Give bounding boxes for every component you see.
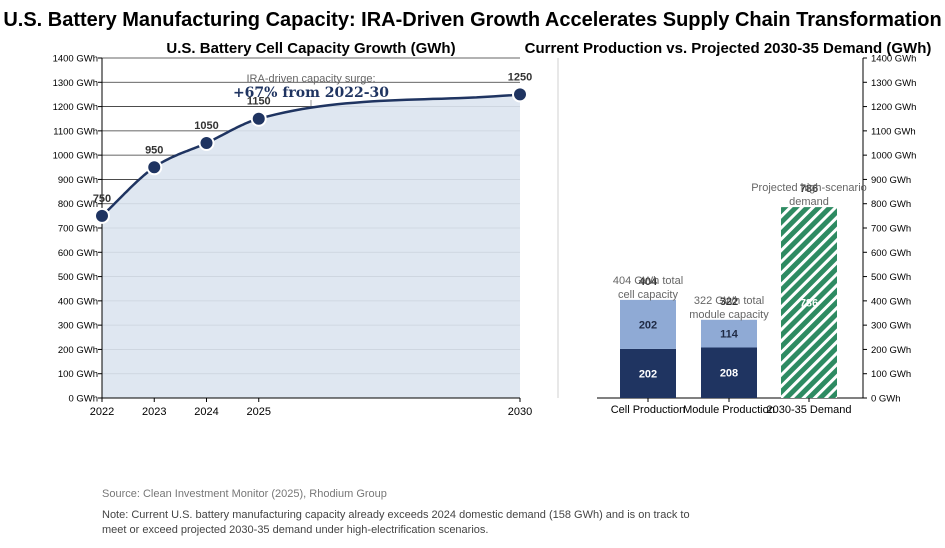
capacity-x-tick-label: 2025 xyxy=(247,406,271,418)
capacity-y-tick-label: 1400 GWh xyxy=(53,54,98,65)
production-annotation: module capacity xyxy=(689,309,769,321)
production-y-tick-label: 400 GWh xyxy=(871,296,911,307)
capacity-chart-title: U.S. Battery Cell Capacity Growth (GWh) xyxy=(166,40,455,57)
capacity-point xyxy=(94,207,110,224)
capacity-x-tick-label: 2022 xyxy=(90,406,114,418)
capacity-x-ticks: 2022 2023 2024 2025 2030 xyxy=(90,398,532,418)
capacity-y-tick-label: 700 GWh xyxy=(58,224,98,235)
production-y-tick-label: 300 GWh xyxy=(871,321,911,332)
capacity-y-tick-label: 500 GWh xyxy=(58,272,98,283)
capacity-value-label: 1050 xyxy=(194,120,218,132)
capacity-growth-chart: U.S. Battery Cell Capacity Growth (GWh) … xyxy=(53,40,533,418)
footnote: Note: Current U.S. battery manufacturing… xyxy=(102,509,690,536)
production-annotation: 322 GWh total xyxy=(694,295,764,307)
capacity-point xyxy=(250,110,267,127)
capacity-y-tick-label: 800 GWh xyxy=(58,199,98,210)
production-bar-segment xyxy=(620,299,676,349)
production-annotation: 404 GWh total xyxy=(613,275,683,287)
production-bar-segment xyxy=(781,207,837,398)
production-y-tick-label: 200 GWh xyxy=(871,345,911,356)
production-annotation: demand xyxy=(789,196,829,208)
production-x-tick-label: Cell Production xyxy=(611,404,686,416)
production-y-tick-label: 100 GWh xyxy=(871,369,911,380)
capacity-area xyxy=(102,94,520,399)
capacity-x-tick-label: 2023 xyxy=(142,406,166,418)
capacity-value-label: 950 xyxy=(145,144,163,156)
production-y-ticks: 0 GWh 100 GWh 200 GWh 300 GWh 400 GWh 500 GWh… xyxy=(863,54,916,405)
capacity-points: 750 950 1050 1150 1250 xyxy=(93,71,532,224)
capacity-y-tick-label: 100 GWh xyxy=(58,369,98,380)
production-segment-label: 202 xyxy=(639,368,657,380)
production-bar-segment xyxy=(701,319,757,348)
production-bars xyxy=(620,207,837,398)
capacity-point xyxy=(198,135,215,151)
production-y-tick-label: 1000 GWh xyxy=(871,151,916,162)
capacity-x-tick-label: 2024 xyxy=(194,406,218,418)
production-x-tick-label: 2030-35 Demand xyxy=(766,404,851,416)
capacity-y-tick-label: 0 GWh xyxy=(68,394,98,405)
capacity-point xyxy=(146,159,163,176)
capacity-y-tick-label: 1000 GWh xyxy=(53,151,98,162)
production-y-tick-label: 900 GWh xyxy=(871,175,911,186)
production-total-label: 786 xyxy=(800,183,818,195)
production-y-tick-label: 500 GWh xyxy=(871,272,911,283)
production-y-tick-label: 0 GWh xyxy=(871,394,901,405)
capacity-y-tick-label: 200 GWh xyxy=(58,345,98,356)
capacity-y-tick-label: 400 GWh xyxy=(58,296,98,307)
capacity-y-tick-label: 900 GWh xyxy=(58,175,98,186)
capacity-value-label: 750 xyxy=(93,193,111,205)
production-y-tick-label: 600 GWh xyxy=(871,248,911,259)
production-total-label: 404 xyxy=(639,276,658,288)
production-y-tick-label: 1200 GWh xyxy=(871,102,916,113)
production-y-tick-label: 1300 GWh xyxy=(871,78,916,89)
production-bar-segment xyxy=(620,348,676,398)
production-y-tick-label: 1400 GWh xyxy=(871,54,916,65)
production-chart-title: Current Production vs. Projected 2030-35… xyxy=(525,40,932,57)
capacity-y-tick-label: 600 GWh xyxy=(58,248,98,259)
capacity-y-tick-label: 1300 GWh xyxy=(53,78,98,89)
production-y-tick-label: 1100 GWh xyxy=(871,126,916,137)
production-annotation: cell capacity xyxy=(618,289,678,301)
capacity-value-label: 1250 xyxy=(508,71,532,83)
capacity-y-ticks: 0 GWh 100 GWh 200 GWh 300 GWh 400 GWh 500 GWh… xyxy=(53,54,102,405)
page-title: U.S. Battery Manufacturing Capacity: IRA… xyxy=(3,9,942,31)
capacity-point xyxy=(512,86,528,103)
production-bar-segment xyxy=(701,347,757,398)
production-demand-chart: Current Production vs. Projected 2030-35… xyxy=(525,40,932,416)
production-y-tick-label: 800 GWh xyxy=(871,199,911,210)
capacity-annotation-line2: +67% from 2022-30 xyxy=(233,85,389,101)
production-annotation: Projected high-scenario xyxy=(751,182,867,194)
production-segment-label: 786 xyxy=(800,298,818,310)
capacity-y-tick-label: 1100 GWh xyxy=(53,126,98,137)
capacity-value-label: 1150 xyxy=(247,96,271,108)
production-x-tick-label: Module Production xyxy=(683,404,775,416)
capacity-annotation-line1: IRA-driven capacity surge: xyxy=(247,73,376,85)
production-y-tick-label: 700 GWh xyxy=(871,224,911,235)
capacity-y-tick-label: 1200 GWh xyxy=(53,102,98,113)
production-segment-label: 208 xyxy=(720,368,738,380)
capacity-x-tick-label: 2030 xyxy=(508,406,532,418)
source-note: Source: Clean Investment Monitor (2025),… xyxy=(102,488,387,500)
production-segment-label: 114 xyxy=(720,329,739,341)
production-segment-label: 202 xyxy=(639,319,657,331)
production-total-label: 322 xyxy=(720,296,738,308)
capacity-y-tick-label: 300 GWh xyxy=(58,321,98,332)
